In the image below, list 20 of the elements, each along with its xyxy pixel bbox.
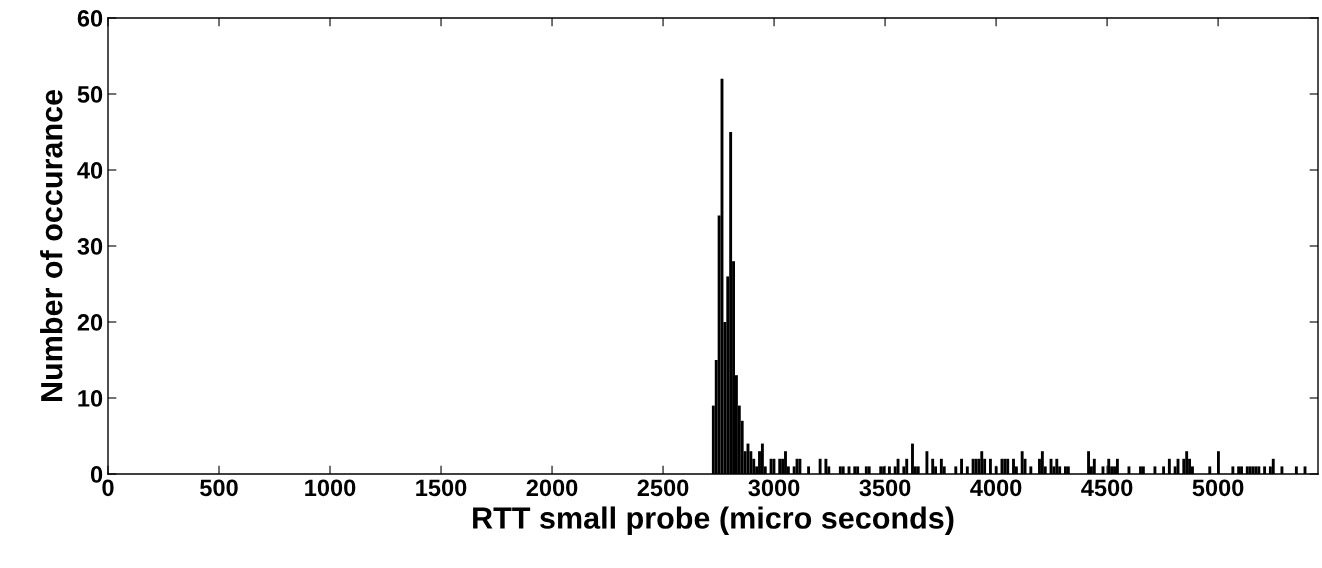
x-tick-label: 500 — [200, 479, 238, 497]
y-tick-label: 60 — [77, 10, 103, 27]
x-tick-label: 2500 — [637, 479, 689, 497]
y-tick-label: 20 — [77, 314, 103, 331]
x-tick-label: 4000 — [970, 479, 1022, 497]
x-tick-label: 1500 — [416, 479, 467, 497]
x-tick-label: 1000 — [305, 479, 356, 497]
y-tick-label: 30 — [77, 238, 103, 255]
x-tick-label: 4500 — [1081, 479, 1133, 497]
y-tick-label: 0 — [90, 466, 103, 483]
y-tick-label: 50 — [77, 86, 103, 103]
x-tick-label: 2000 — [526, 479, 578, 497]
x-tick-label: 3000 — [748, 479, 800, 497]
x-tick-label: 3500 — [859, 479, 911, 497]
x-axis-title: RTT small probe (micro seconds) — [473, 506, 954, 535]
y-tick-label: 10 — [78, 390, 103, 407]
x-tick-label: 5000 — [1192, 479, 1244, 497]
y-tick-label: 40 — [77, 162, 103, 179]
y-axis-title: Number of occurance — [40, 89, 63, 402]
x-tick-label: 0 — [102, 479, 114, 497]
